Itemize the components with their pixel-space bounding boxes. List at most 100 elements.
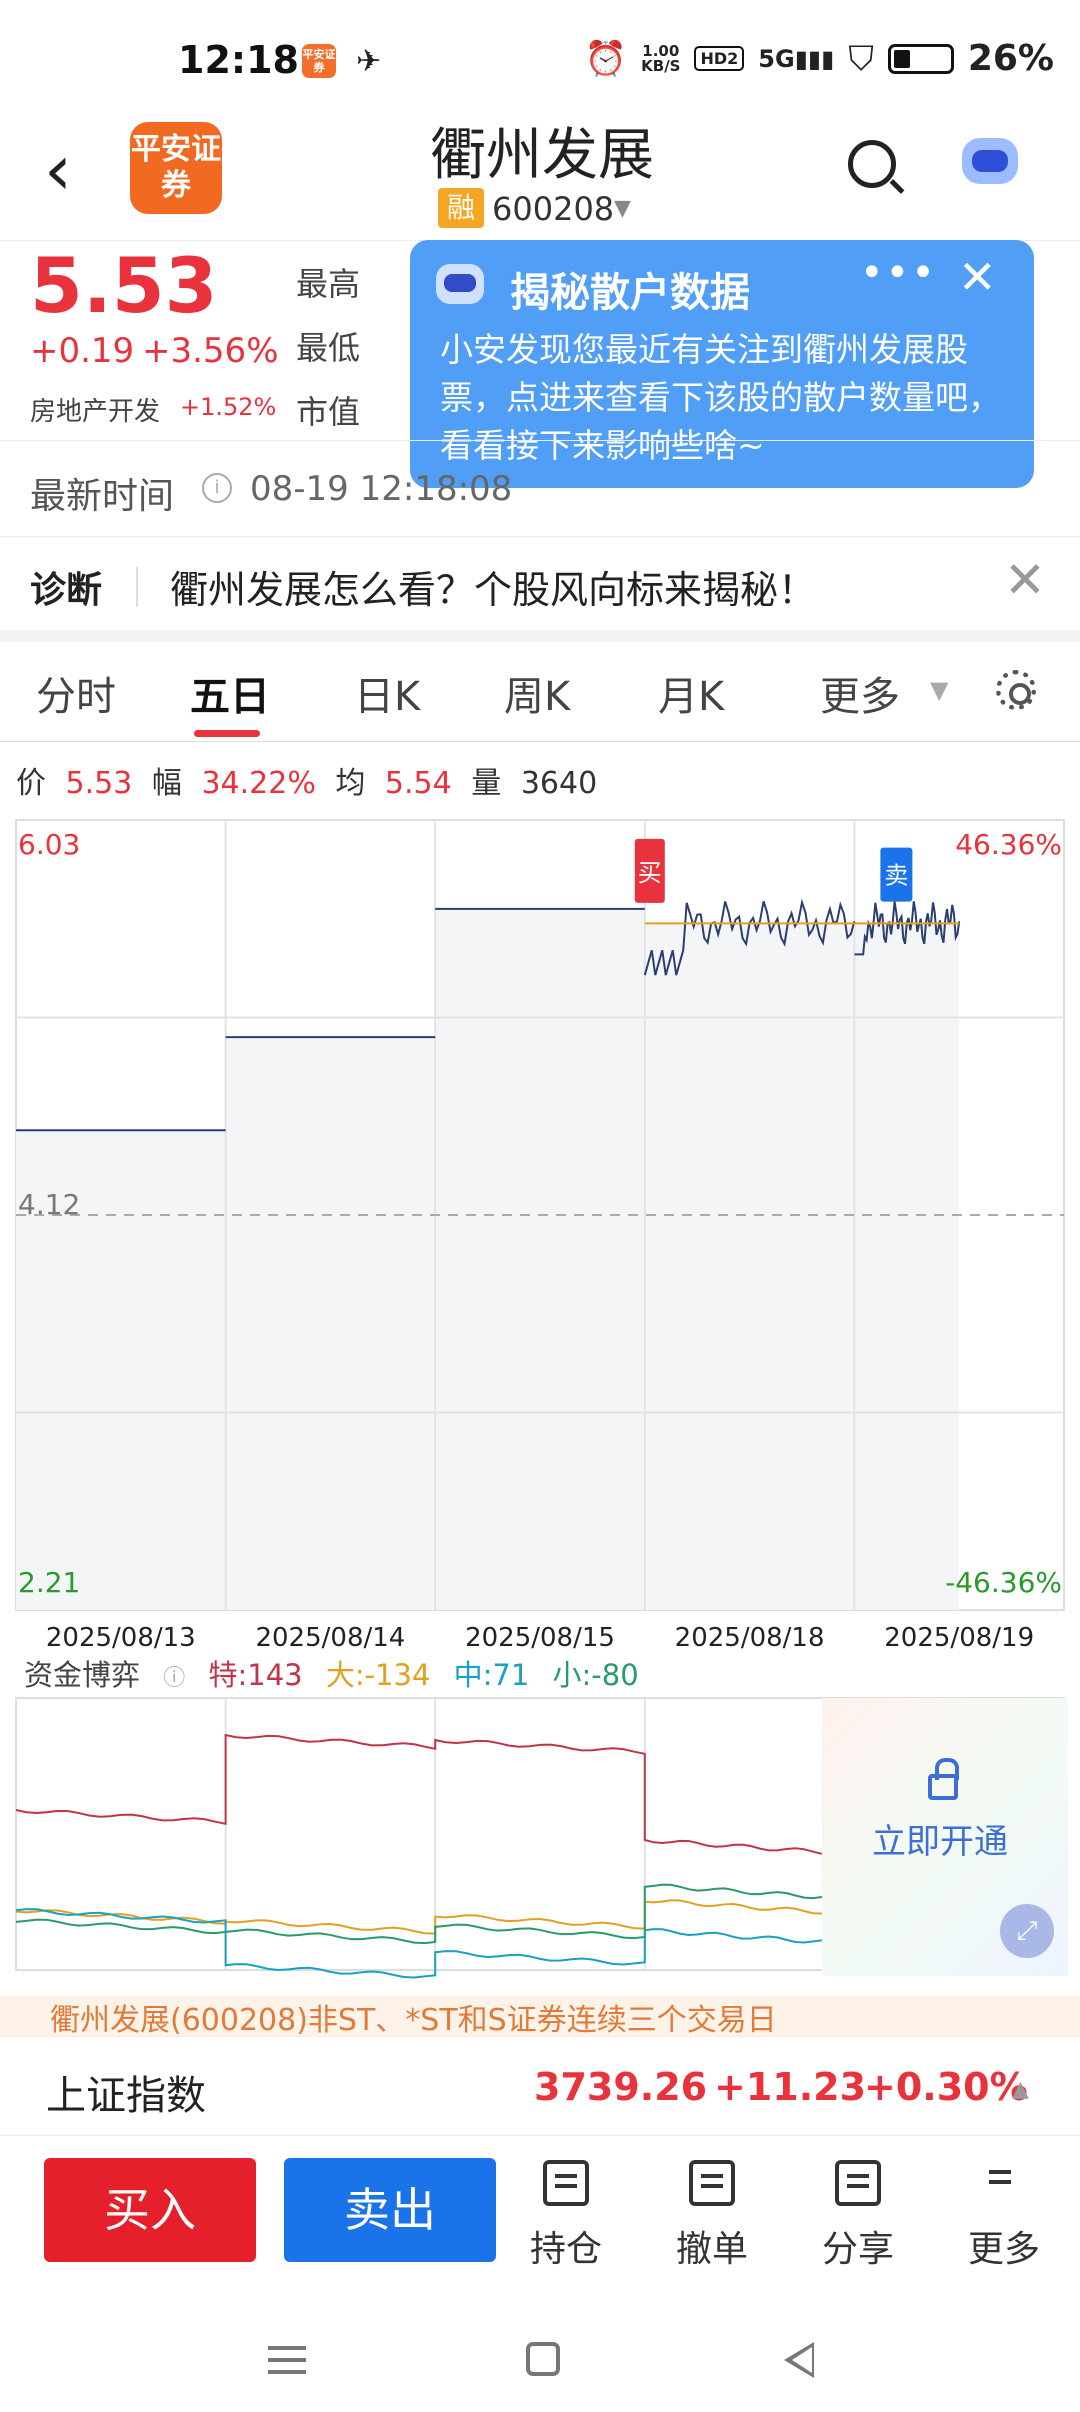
info-icon[interactable]: i <box>202 473 232 503</box>
medium-flow: 中:71 <box>453 1658 530 1692</box>
x-axis-label: 2025/08/13 <box>46 1623 196 1650</box>
price-label: 价 <box>16 766 46 801</box>
status-right: ⏰ 1.00 KB/S HD2 5G▮▮▮ ⛉ 26% <box>585 38 1054 79</box>
chevron-up-icon[interactable]: ▲ <box>1012 2077 1029 2102</box>
sector-change: +1.52% <box>180 393 277 421</box>
update-time-row: 最新时间 i 08-19 12:18:08 <box>0 440 1080 536</box>
divider <box>136 567 138 607</box>
sell-marker-text: 卖 <box>884 862 908 890</box>
recent-apps-icon[interactable] <box>268 2346 306 2350</box>
sell-button[interactable]: 卖出 <box>284 2158 496 2262</box>
hd-icon: HD2 <box>694 46 745 71</box>
stock-header: ‹ 平安证券 衢州发展 融 600208 ▼ <box>0 110 1080 240</box>
fund-flow-line <box>15 1883 823 1945</box>
index-ticker[interactable]: 上证指数 3739.26 +11.23 +0.30% ▲ <box>0 2036 1080 2136</box>
shield-icon: ⛉ <box>848 38 874 79</box>
close-icon[interactable]: ✕ <box>1004 551 1046 609</box>
signal-icon: 5G▮▮▮ <box>758 44 835 73</box>
fund-flow-line <box>15 1908 823 1979</box>
cancel-order-button[interactable]: 撤单 <box>662 2160 762 2272</box>
status-bar: 12:18 平安证券 ✈ ⏰ 1.00 KB/S HD2 5G▮▮▮ ⛉ 26% <box>0 0 1080 110</box>
stock-name[interactable]: 衢州发展 <box>430 123 654 188</box>
system-nav-bar <box>0 2306 1080 2412</box>
net-speed: 1.00 KB/S <box>641 41 681 75</box>
y-label-bottom: 2.21 <box>18 1566 80 1599</box>
quote-panel: 5.53 +0.19 +3.56% 房地产开发 +1.52% 最高 最低 市值 <box>0 240 1080 440</box>
menu-icon <box>981 2160 1027 2206</box>
update-time-value: 08-19 12:18:08 <box>250 469 513 509</box>
hold-button[interactable]: 持仓 <box>516 2160 616 2272</box>
chevron-down-icon[interactable]: ▼ <box>614 196 631 221</box>
leaf-icon: ✈ <box>356 44 382 79</box>
index-change-pct: +0.30% <box>864 2065 1028 2109</box>
tab-more[interactable]: 更多 <box>820 674 900 720</box>
diagnosis-banner[interactable]: 诊断 衢州发展怎么看？个股风向标来揭秘！ ✕ <box>0 536 1080 632</box>
tab-intraday[interactable]: 分时 <box>36 674 116 720</box>
gear-icon[interactable] <box>996 670 1036 710</box>
x-axis-label: 2025/08/19 <box>884 1623 1034 1650</box>
large-flow: 大:-134 <box>325 1658 431 1692</box>
share-icon <box>835 2160 881 2206</box>
assistant-robot-icon[interactable] <box>962 138 1018 184</box>
close-icon[interactable]: ✕ <box>958 250 997 304</box>
announcement-marquee[interactable]: 衢州发展(600208)非ST、*ST和S证券连续三个交易日 <box>0 1996 1080 2036</box>
index-value: 3739.26 <box>534 2065 708 2109</box>
fund-flow-legend: 资金博弈 ⓘ 特:143 大:-134 中:71 小:-80 <box>24 1652 653 1694</box>
low-label: 最低 <box>296 329 361 367</box>
unlock-button[interactable]: 立即开通 <box>872 1822 1008 1862</box>
alarm-icon: ⏰ <box>584 38 628 79</box>
cancel-order-icon <box>689 2160 735 2206</box>
more-dots-icon[interactable]: ••• <box>860 250 937 296</box>
stock-code[interactable]: 600208 <box>492 190 615 228</box>
battery-icon <box>887 43 954 74</box>
five-day-chart[interactable]: 买 卖 6.03 4.12 2.21 46.36% -46.36% 2025/08… <box>0 810 1080 1650</box>
trade-bar: 买入 卖出 持仓 撤单 分享 更多 <box>0 2136 1080 2306</box>
search-icon[interactable] <box>848 140 896 188</box>
info-icon[interactable]: ⓘ <box>163 1666 186 1691</box>
diagnosis-tag: 诊断 <box>30 570 103 611</box>
tab-weekly-k[interactable]: 周K <box>504 674 571 720</box>
share-button[interactable]: 分享 <box>808 2160 908 2272</box>
index-name: 上证指数 <box>46 2073 206 2119</box>
y-pct-top: 46.36% <box>955 828 1062 861</box>
popup-title: 揭秘散户数据 <box>510 270 750 316</box>
expand-icon[interactable]: ⤢ <box>1000 1904 1054 1958</box>
tab-daily-k[interactable]: 日K <box>354 674 421 720</box>
status-time: 12:18 <box>178 38 299 82</box>
x-axis-label: 2025/08/18 <box>675 1623 825 1650</box>
tab-monthly-k[interactable]: 月K <box>658 674 725 720</box>
tab-five-day[interactable]: 五日 <box>190 674 270 720</box>
y-pct-bottom: -46.36% <box>945 1566 1062 1599</box>
y-label-mid: 4.12 <box>18 1188 80 1221</box>
sell-marker <box>880 847 913 902</box>
chart-tabs: 分时 五日 日K 周K 月K 更多 ▼ <box>0 642 1080 742</box>
fund-flow-line <box>15 1733 823 1855</box>
small-flow: 小:-80 <box>552 1658 639 1692</box>
mktcap-label: 市值 <box>296 393 361 431</box>
sector-name[interactable]: 房地产开发 <box>30 397 161 427</box>
battery-percent: 26% <box>967 38 1054 79</box>
home-icon[interactable] <box>526 2342 560 2376</box>
buy-marker-text: 买 <box>638 859 662 887</box>
margin-tag: 融 <box>438 188 484 228</box>
price-info-row: 价 5.53 幅 34.22% 均 5.54 量 3640 <box>16 758 607 802</box>
vol-label: 量 <box>471 766 502 801</box>
lock-icon <box>928 1758 959 1800</box>
more-button[interactable]: 更多 <box>954 2160 1054 2272</box>
price-change: +0.19 <box>30 331 135 371</box>
price-value: 5.53 <box>65 766 133 801</box>
high-label: 最高 <box>296 265 361 303</box>
buy-marker <box>634 838 665 903</box>
x-axis-label: 2025/08/15 <box>465 1623 615 1650</box>
back-icon[interactable]: ‹ <box>44 129 72 211</box>
vol-value: 3640 <box>520 766 598 801</box>
buy-button[interactable]: 买入 <box>44 2158 256 2262</box>
back-nav-icon[interactable] <box>784 2342 814 2378</box>
app-notification-icon: 平安证券 <box>302 44 336 78</box>
diagnosis-text[interactable]: 衢州发展怎么看？个股风向标来揭秘！ <box>170 568 817 612</box>
retail-data-popup[interactable]: 揭秘散户数据 ••• ✕ 小安发现您最近有关注到衢州发展股票，点进来查看下该股的… <box>410 240 1034 488</box>
fund-flow-line <box>15 1899 823 1935</box>
popup-body: 小安发现您最近有关注到衢州发展股票，点进来查看下该股的散户数量吧，看看接下来影响… <box>440 330 1001 465</box>
chevron-down-icon[interactable]: ▼ <box>930 676 949 704</box>
unlock-overlay[interactable]: 立即开通 ⤢ <box>822 1698 1068 1976</box>
